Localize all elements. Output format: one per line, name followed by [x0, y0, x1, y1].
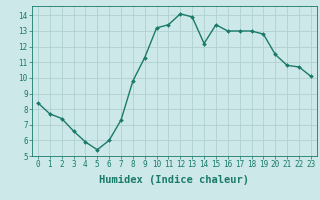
X-axis label: Humidex (Indice chaleur): Humidex (Indice chaleur) [100, 175, 249, 185]
